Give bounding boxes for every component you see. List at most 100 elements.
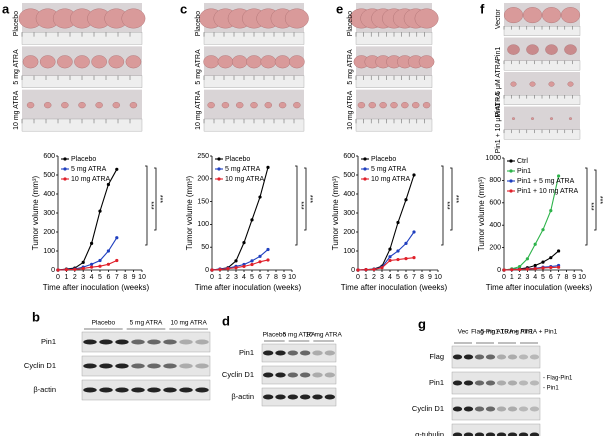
blot-band [299,394,311,400]
significance-bracket [154,167,157,231]
blot-band [485,432,496,436]
legend-label: Pin1 + 10 mg ATRA [517,188,578,195]
significance-bracket [295,165,298,246]
blot-strip [451,423,541,436]
data-point [73,267,77,272]
tumor [74,55,90,69]
group-label: 5 mg ATRA + Pin1 [481,329,534,336]
x-tick-label: 10 [138,274,146,281]
panel-letter: f [480,1,485,16]
tumor [511,117,516,120]
data-point [549,265,553,270]
x-tick-label: 7 [557,274,561,281]
x-tick-label: 9 [572,274,576,281]
group-label: Placebo [92,320,116,327]
axis-line [503,158,582,271]
tumor [129,102,138,109]
legend-label: Placebo [225,156,250,163]
x-tick-label: 4 [242,274,246,281]
x-axis-label: Time after inoculation (weeks) [486,283,593,292]
photo-row-label: Placebo [13,11,20,36]
data-point [356,268,360,272]
data-point [518,265,522,269]
group-label: 10 mg ATRA + Pin1 [501,329,558,336]
legend-label: Pin1 + 5 mg ATRA [517,178,575,185]
x-tick-label: 2 [518,274,522,281]
photo-row-label: Vector [495,9,502,30]
tumor [217,55,234,69]
panel-letter: d [222,313,230,328]
y-tick-label: 300 [343,210,355,217]
legend-marker [63,167,67,171]
group-label: 5 mg ATRA [130,320,163,327]
blot-band [147,387,161,393]
row-label: Pin1 [429,378,444,387]
data-point [90,262,94,266]
x-tick-label: 4 [388,274,392,281]
x-tick-label: 7 [115,274,119,281]
photo-row-label: Placebo [195,11,202,36]
group-label: 10 mg ATRA [170,320,207,327]
y-tick-label: 100 [43,248,55,255]
x-tick-label: 7 [266,274,270,281]
blot-band [262,372,274,378]
tumor [57,55,73,69]
row-label: Cyclin D1 [222,370,254,379]
blot-band [529,406,540,412]
x-tick-label: 8 [420,274,424,281]
tumor [39,55,56,69]
data-point [234,259,238,263]
blot-strip [451,345,541,369]
tumor [422,102,431,109]
data-point [541,266,545,270]
data-point [404,241,408,245]
data-point [64,268,68,272]
y-tick-label: 400 [489,222,501,229]
y-tick-label: 300 [43,210,55,217]
x-tick-label: 5 [541,274,545,281]
data-point [372,267,376,272]
blot-band [195,387,209,393]
tumor [278,102,287,109]
blot-band [463,406,474,412]
legend-marker [363,157,367,161]
x-tick-label: 8 [274,274,278,281]
legend-label: Placebo [71,156,96,163]
blot-band [179,339,193,345]
tumor [529,81,536,87]
legend-label: 10 mg ATRA [71,176,110,183]
tumor [293,102,301,109]
y-axis-label: Tumor volume (mm³) [31,175,40,250]
blot-band [195,363,209,369]
data-point [115,258,119,263]
panel-letter: a [2,1,10,16]
y-tick-label: 600 [43,153,55,160]
x-tick-label: 3 [380,274,384,281]
significance-label: *** [156,195,163,203]
x-tick-label: 4 [533,274,537,281]
row-label: α-tubulin [415,430,444,436]
tumor [418,55,435,69]
x-tick-label: 5 [250,274,254,281]
series-line [357,174,415,271]
data-point [549,256,553,260]
blot-strip [451,371,541,395]
tumor [246,55,262,69]
legend-label: 5 mg ATRA [371,166,407,173]
y-axis-label: Tumor volume (mm³) [331,175,340,250]
tumor [125,55,142,69]
data-point [266,165,270,169]
blot-band [485,406,496,412]
tumor [368,102,376,109]
blot-band [275,350,286,356]
data-point [218,267,222,272]
legend-marker [509,189,513,193]
axis-line [211,156,292,271]
data-point [557,265,561,269]
blot-band [262,394,274,400]
data-point [557,249,561,253]
data-point [234,266,238,270]
blot-band [529,432,540,436]
x-tick-label: 5 [396,274,400,281]
